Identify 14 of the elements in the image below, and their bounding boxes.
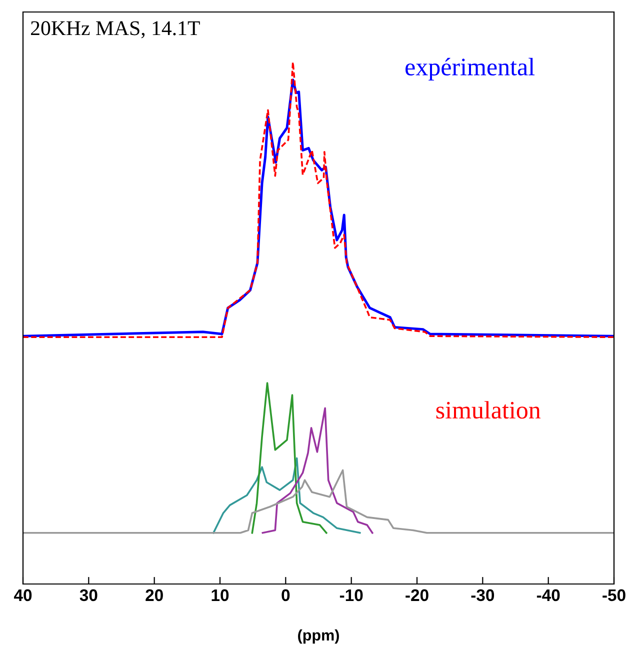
x-axis-title: (ppm) [298, 629, 339, 644]
text: simulation [436, 401, 541, 419]
x-tick-label: -10 [340, 589, 363, 602]
text: 20KHz MAS, 14.1T [31, 21, 200, 38]
x-tick-label: 30 [80, 589, 98, 602]
x-tick-label: -40 [536, 589, 560, 602]
x-tick-label: 20 [146, 589, 163, 602]
x-tick-label: -20 [406, 589, 428, 602]
x-tick-label: -30 [471, 589, 494, 602]
x-tick-label: 40 [14, 589, 32, 602]
x-tick-label: 0 [282, 589, 290, 602]
x-tick-label: -50 [602, 589, 626, 602]
text: expérimental [406, 58, 535, 81]
x-tick-label: 10 [212, 589, 229, 602]
